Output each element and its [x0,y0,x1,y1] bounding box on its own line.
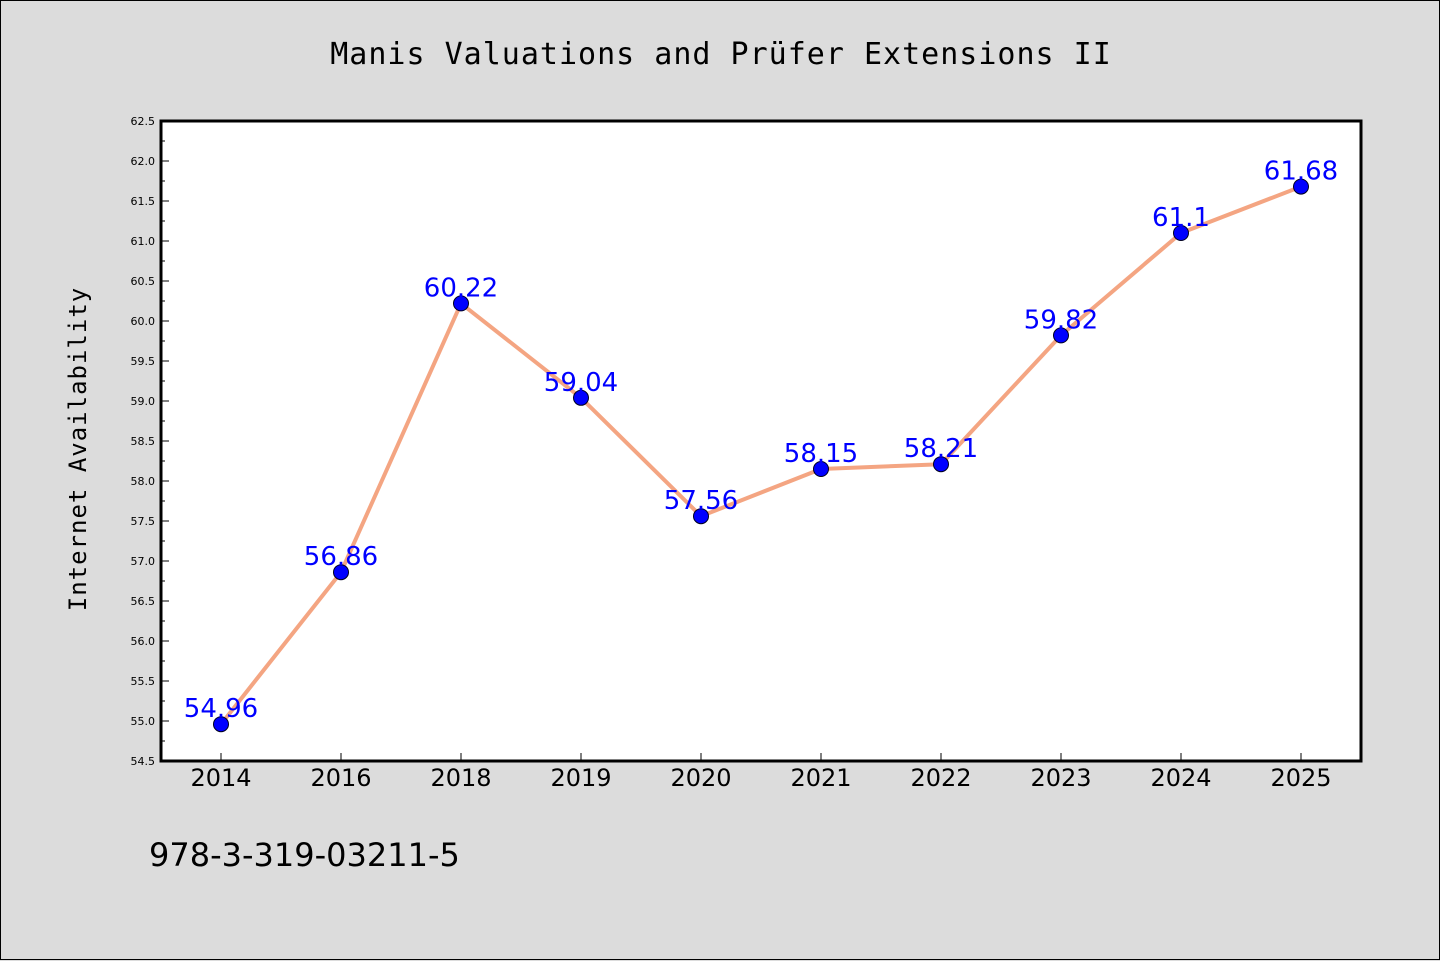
data-label: 59.82 [1024,305,1098,335]
series-layer: 54.96 56.86 60.22 59.04 57.56 58.15 58.21 59.82… [184,157,1338,733]
x-tick-label: 2018 [430,764,491,792]
data-point [333,564,349,581]
data-label: 60.22 [424,273,498,303]
y-tick-label: 58.5 [131,435,156,448]
y-tick-label: 57.0 [131,555,156,568]
y-tick-label: 58.0 [131,475,156,488]
y-tick-label: 59.0 [131,395,156,408]
x-tick-label: 2014 [190,764,251,792]
series-line [219,184,1303,727]
x-tick-label: 2021 [790,764,851,792]
y-tick-label: 61.0 [131,235,156,248]
y-tick-label: 62.0 [131,155,156,168]
data-point [1293,178,1309,195]
data-point [693,508,709,525]
plot-area [161,121,1361,761]
data-label: 57.56 [664,486,738,516]
chart-title: Manis Valuations and Prüfer Extensions I… [330,37,1112,72]
y-tick-label: 60.5 [131,275,156,288]
x-tick-label: 2016 [310,764,371,792]
data-label: 59.04 [544,368,618,398]
data-point [933,456,949,473]
x-axis-ticks: 2014 2016 2018 2019 2020 2021 2022 2023 2024 2025 [190,753,1332,792]
x-tick-label: 2019 [550,764,611,792]
data-point [213,716,229,733]
y-tick-label: 54.5 [131,755,156,768]
y-tick-label: 60.0 [131,315,156,328]
x-tick-label: 2022 [910,764,971,792]
y-tick-label: 55.0 [131,715,156,728]
y-tick-label: 61.5 [131,195,156,208]
x-tick-label: 2025 [1270,764,1331,792]
y-tick-label: 57.5 [131,515,156,528]
y-tick-label: 56.5 [131,595,156,608]
plot-border [159,119,1363,763]
data-point [453,295,469,312]
footer-code: 978-3-319-03211-5 [149,836,460,874]
data-label: 54.96 [184,694,258,724]
data-point [1173,225,1189,241]
y-axis-label: Internet Availability [64,287,92,611]
data-label: 56.86 [304,542,378,572]
y-tick-label: 55.5 [131,675,156,688]
y-tick-label: 56.0 [131,635,156,648]
data-point [1053,327,1069,344]
data-point [813,461,829,477]
y-axis-ticks: 54.5 55.0 55.5 56.0 56.5 57.0 57.5 58.0 58.5 59.0… [131,115,169,768]
x-tick-label: 2023 [1030,764,1091,792]
data-label: 58.15 [784,439,858,469]
data-label: 61.68 [1264,157,1338,187]
data-label: 61.1 [1152,203,1210,233]
x-tick-label: 2020 [670,764,731,792]
data-point [573,389,589,406]
data-label: 58.21 [904,434,978,464]
y-tick-label: 62.5 [131,115,156,128]
y-tick-label: 59.5 [131,355,156,368]
x-tick-label: 2024 [1150,764,1211,792]
